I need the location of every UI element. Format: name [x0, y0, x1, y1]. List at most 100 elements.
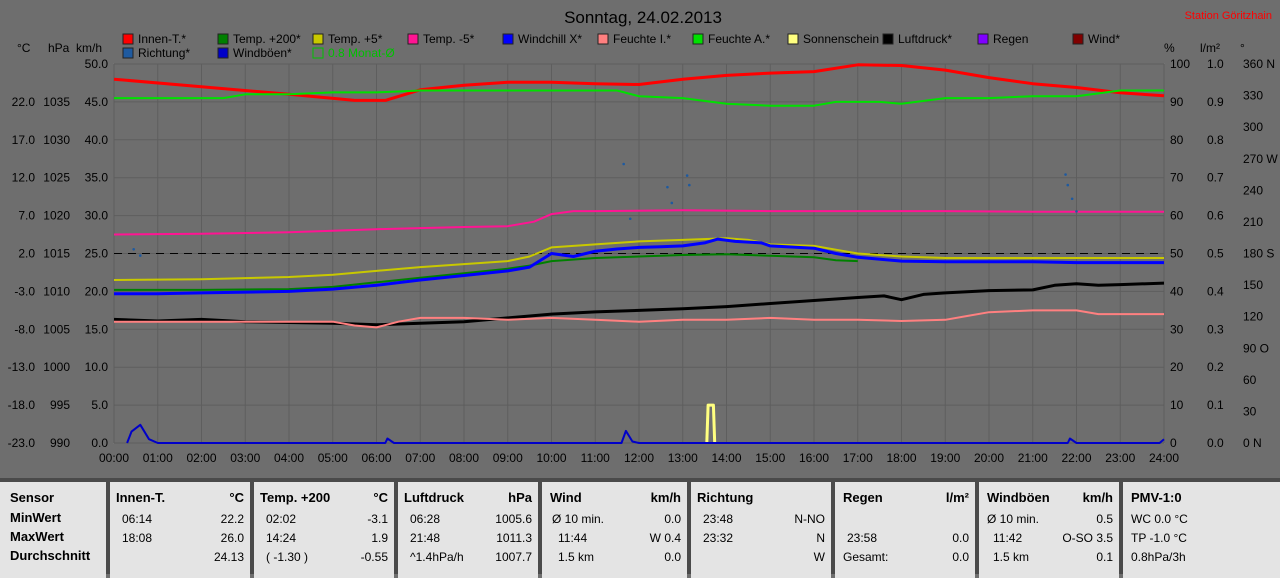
- tick-label-lm2: 0.5: [1207, 247, 1224, 261]
- tick-label-x: 13:00: [668, 451, 698, 465]
- legend-swatch: [597, 33, 609, 45]
- series-point-richtung: [1066, 183, 1070, 187]
- regen-max-value: 0.0: [952, 531, 969, 545]
- series-point-richtung: [670, 201, 674, 205]
- temp200-max-time: 14:24: [266, 531, 297, 545]
- tick-label-percent: 90: [1170, 95, 1184, 109]
- richtung-max-value: N: [816, 531, 825, 545]
- series-point-richtung: [622, 162, 625, 166]
- summary-richtung-panel: Richtung 23:48 N-NO 23:32 N W: [691, 482, 831, 578]
- wind-max-time: 11:44: [558, 531, 588, 545]
- windboeen-title: Windböen: [987, 490, 1050, 505]
- tick-label-x: 16:00: [799, 451, 829, 465]
- innen-max-value: 26.0: [220, 531, 244, 545]
- tick-label-hpa: 1000: [43, 360, 70, 374]
- tick-label-lm2: 0.3: [1207, 322, 1224, 336]
- tick-label-x: 21:00: [1018, 451, 1048, 465]
- tick-label-kmh: 5.0: [91, 398, 108, 412]
- summary-innen-panel: Innen-T. °C 06:14 22.2 18:08 26.0 24.13: [110, 482, 250, 578]
- min-label: MinWert: [10, 510, 62, 525]
- pmv-title: PMV-1:0: [1131, 490, 1182, 505]
- tick-label-deg: 360 N: [1243, 57, 1275, 71]
- pmv-windchill: WC 0.0 °C: [1131, 512, 1188, 526]
- series-line-innen: [113, 63, 1165, 102]
- innen-min-value: 22.2: [220, 512, 244, 526]
- tick-label-kmh: 45.0: [85, 95, 109, 109]
- luftdruck-title: Luftdruck: [404, 490, 464, 505]
- legend-swatch: [1072, 33, 1084, 45]
- tick-label-kmh: 20.0: [85, 284, 109, 298]
- legend-label: Wind*: [1088, 32, 1120, 46]
- legend-swatch: [882, 33, 894, 45]
- tick-label-celsius: -18.0: [8, 398, 36, 412]
- tick-label-hpa: 1005: [43, 322, 70, 336]
- tick-label-percent: 100: [1170, 57, 1190, 71]
- tick-label-x: 18:00: [886, 451, 916, 465]
- legend-label: Windchill X*: [518, 32, 582, 46]
- tick-label-celsius: -3.0: [14, 284, 35, 298]
- series-point-richtung: [138, 254, 142, 257]
- legend-swatch: [122, 47, 134, 59]
- legend-label: Sonnenschein: [803, 32, 879, 46]
- richtung-min-value: N-NO: [794, 512, 825, 526]
- series-point-richtung: [688, 183, 691, 187]
- luftdruck-max-time: 21:48: [410, 531, 441, 545]
- max-label: MaxWert: [10, 529, 64, 544]
- windboeen-avg-label: Ø 10 min.: [987, 512, 1040, 526]
- tick-label-hpa: 990: [50, 436, 70, 450]
- axis-unit-labels: °C hPa km/h % l/m² °: [17, 41, 1245, 55]
- regen-unit: l/m²: [945, 490, 969, 505]
- tick-label-lm2: 0.0: [1207, 436, 1224, 450]
- tick-label-percent: 30: [1170, 322, 1184, 336]
- windboeen-distance: 1.5 km: [993, 550, 1030, 564]
- tick-label-lm2: 0.6: [1207, 209, 1224, 223]
- summary-table: Sensor MinWert MaxWert Durchschnitt Inne…: [0, 478, 1280, 578]
- tick-label-x: 08:00: [449, 451, 479, 465]
- legend-label: Temp. +200*: [233, 32, 301, 46]
- tick-label-x: 05:00: [318, 451, 348, 465]
- tick-label-lm2: 1.0: [1207, 57, 1224, 71]
- tick-label-percent: 10: [1170, 398, 1184, 412]
- legend-item: Richtung*: [122, 46, 190, 60]
- richtung-max-time: 23:32: [703, 531, 734, 545]
- legend-item: Luftdruck*: [882, 32, 952, 46]
- tick-label-kmh: 50.0: [85, 57, 109, 71]
- legend-swatch: [787, 33, 799, 45]
- richtung-title: Richtung: [697, 490, 754, 505]
- wind-distance-value: 0.0: [664, 550, 681, 564]
- legend-swatch: [977, 33, 989, 45]
- series-point-richtung: [1070, 197, 1074, 201]
- tick-label-hpa: 1035: [43, 95, 70, 109]
- summary-sensor-panel: Sensor MinWert MaxWert Durchschnitt: [0, 482, 106, 578]
- tick-label-deg: 60: [1243, 373, 1257, 387]
- tick-label-deg: 0 N: [1243, 436, 1262, 450]
- tick-label-x: 06:00: [361, 451, 391, 465]
- series-line-feuchte_a: [114, 89, 1164, 107]
- tick-label-x: 04:00: [274, 451, 304, 465]
- wind-max-value: W 0.4: [649, 531, 681, 545]
- tick-label-celsius: -8.0: [14, 322, 35, 336]
- temp200-avg-value: -0.55: [360, 550, 388, 564]
- richtung-avg-value: W: [813, 550, 825, 564]
- tick-label-deg: 240: [1243, 183, 1263, 197]
- tick-label-deg: 90 O: [1243, 341, 1269, 355]
- tick-label-percent: 50: [1170, 247, 1184, 261]
- tick-label-hpa: 1025: [43, 171, 70, 185]
- legend-label: Temp. -5*: [423, 32, 475, 46]
- series-line-feuchte_i: [114, 309, 1164, 329]
- tick-label-deg: 150: [1243, 278, 1263, 292]
- regen-title: Regen: [843, 490, 883, 505]
- legend-item: Temp. +200*: [217, 32, 301, 46]
- luftdruck-max-value: 1011.3: [496, 531, 532, 545]
- station-name: Station Göritzhain: [1185, 10, 1272, 22]
- richtung-min-time: 23:48: [703, 512, 734, 526]
- temp200-unit: °C: [373, 490, 388, 505]
- series-line-luftdruck: [113, 281, 1165, 327]
- windboeen-distance-value: 0.1: [1096, 550, 1113, 564]
- tick-label-celsius: -23.0: [8, 436, 36, 450]
- legend-swatch: [312, 47, 324, 59]
- tick-label-percent: 60: [1170, 209, 1184, 223]
- innen-unit: °C: [229, 490, 244, 505]
- tick-label-hpa: 995: [50, 398, 70, 412]
- tick-label-percent: 40: [1170, 284, 1184, 298]
